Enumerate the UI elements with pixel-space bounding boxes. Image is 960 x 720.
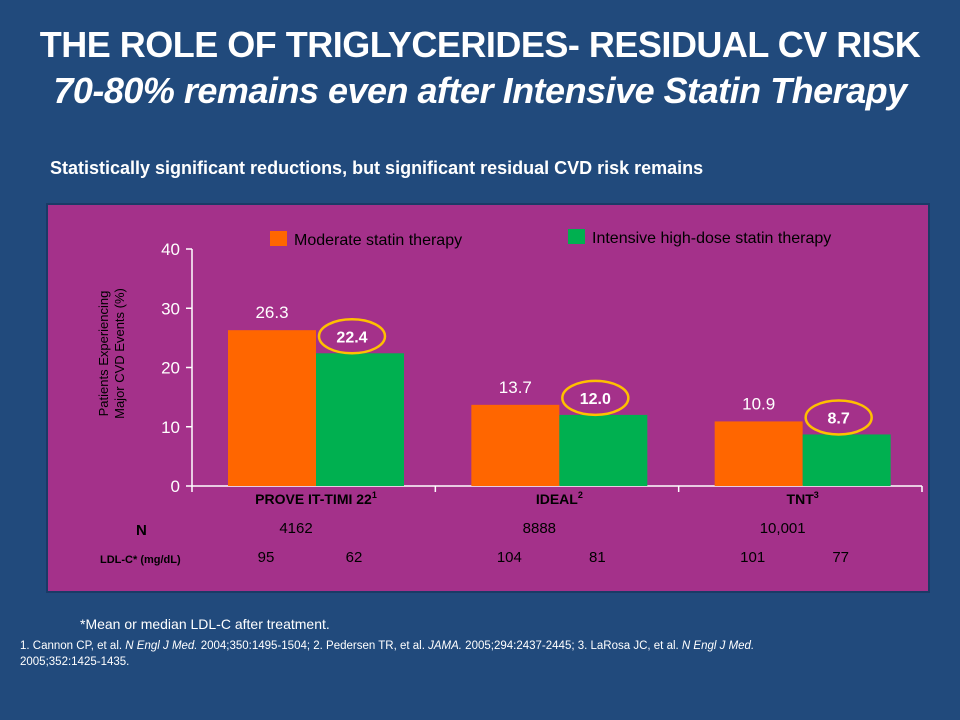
legend-swatch-intensive [568,229,585,244]
legend-label-intensive: Intensive high-dose statin therapy [592,230,831,247]
highlight-ring [561,379,630,417]
bar-moderate [471,404,560,486]
chart-panel: 0 10 20 30 40 Patients Experiencing Major CVD … [46,203,930,593]
reference-run: N Engl J Med. [125,640,198,652]
row-label-ldl: LDL-C* (mg/dL) [100,554,181,566]
references: 1. Cannon CP, et al. N Engl J Med. 2004;… [20,638,790,670]
data-label-moderate: 10.9 [742,394,775,413]
data-label-moderate: 13.7 [499,378,532,397]
category-superscript: 1 [372,490,377,500]
bar-intensive [316,353,404,486]
y-tick-label: 30 [161,299,180,318]
y-tick-label: 40 [161,240,180,259]
data-label-intensive: 22.4 [336,329,367,346]
data-label-intensive: 8.7 [828,410,850,427]
category-name: PROVE IT-TIMI 22 [255,491,372,507]
data-label-moderate: 26.3 [255,303,288,322]
category-label: TNT3 [787,490,819,507]
ldl-value: 101 [740,549,765,566]
category-label: PROVE IT-TIMI 221 [255,490,377,507]
bar-intensive [802,434,891,486]
footnote: *Mean or median LDL-C after treatment. [80,616,330,632]
y-tick-label: 10 [161,418,180,437]
reference-run: 2004;350:1495-1504; 2. Pedersen TR, et a… [197,640,429,652]
category-superscript: 2 [578,490,583,500]
highlight-ring [317,318,387,355]
bar-intensive [559,414,648,486]
row-label-n: N [136,522,147,539]
bar-chart: 0 10 20 30 40 Patients Experiencing Major CVD … [96,229,923,566]
reference-run: 2005;294:2437-2445; 3. LaRosa JC, et al. [461,640,682,652]
ldl-value: 77 [832,549,849,566]
category-name: TNT [787,491,815,507]
slide-subheading: 70-80% remains even after Intensive Stat… [53,70,907,111]
bar-moderate [714,421,803,486]
y-tick-label: 0 [171,477,180,496]
category-label: IDEAL2 [536,490,583,507]
y-axis-label-line1: Patients Experiencing [96,291,111,417]
y-tick-label: 20 [161,359,180,378]
highlight-ring [804,399,873,436]
chart-caption: Statistically significant reductions, bu… [50,158,704,178]
ldl-value: 81 [589,549,606,566]
legend-swatch-moderate [270,231,287,246]
category-name: IDEAL [536,491,578,507]
reference-run: JAMA. [428,640,462,652]
category-superscript: 3 [814,490,819,500]
slide-title: THE ROLE OF TRIGLYCERIDES- RESIDUAL CV R… [39,24,921,65]
ldl-value: 62 [346,549,363,566]
reference-run: 2005;352:1425-1435. [20,656,130,668]
legend-label-moderate: Moderate statin therapy [294,232,462,249]
ldl-value: 104 [497,549,522,566]
data-label-intensive: 12.0 [580,391,611,408]
reference-run: 1. Cannon CP, et al. [20,640,126,652]
bar-moderate [228,330,316,486]
ldl-value: 95 [258,549,275,566]
n-value: 4162 [279,520,312,537]
y-axis-label-line2: Major CVD Events (%) [112,288,127,419]
reference-run: N Engl J Med. [681,640,755,652]
n-value: 8888 [523,520,556,537]
n-value: 10,001 [760,520,806,537]
